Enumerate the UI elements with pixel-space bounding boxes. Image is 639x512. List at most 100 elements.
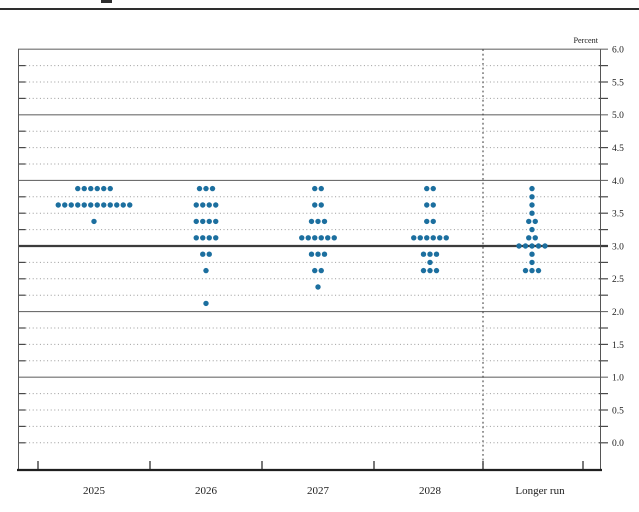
projection-dot: [522, 243, 529, 249]
projection-dot: [325, 235, 331, 241]
y-axis-label: 0.0: [612, 439, 624, 449]
projection-dot: [312, 235, 318, 241]
projection-dot: [318, 235, 324, 241]
projection-dot: [107, 202, 113, 208]
projection-dot: [318, 267, 324, 274]
projection-dot: [315, 284, 321, 290]
projection-dot: [529, 226, 535, 233]
projection-dot: [114, 202, 120, 208]
projection-dot: [213, 218, 219, 225]
projection-dot: [193, 218, 199, 225]
projection-dot: [88, 202, 94, 208]
projection-dot: [312, 202, 318, 208]
projection-dot: [535, 243, 542, 249]
projection-dot: [315, 218, 321, 225]
x-axis-label: 2026: [195, 485, 218, 497]
projection-dot: [443, 235, 449, 241]
projection-dot: [75, 185, 81, 192]
y-axis-label: 4.5: [612, 144, 624, 154]
projection-dot: [200, 235, 206, 241]
projection-dot: [55, 202, 61, 208]
page-top-rule: [0, 8, 639, 10]
projection-dot: [315, 251, 321, 257]
projection-dot: [420, 267, 427, 274]
projection-dot: [88, 185, 94, 192]
x-axis-label: 2028: [419, 485, 442, 497]
projection-dot: [101, 202, 107, 208]
projection-dot: [420, 251, 427, 257]
projection-dot: [424, 218, 430, 225]
projection-dot: [75, 202, 81, 208]
projection-dot: [321, 251, 328, 257]
projection-dot: [433, 251, 440, 257]
projection-dot: [200, 202, 206, 208]
projection-dot: [312, 267, 318, 274]
y-axis-label: 0.5: [612, 406, 624, 416]
projection-dot: [299, 235, 305, 241]
projection-dot: [203, 267, 209, 274]
projection-dot: [305, 235, 311, 241]
projection-dot: [417, 235, 423, 241]
projection-dot: [424, 185, 430, 192]
projection-dot: [213, 235, 219, 241]
projection-dot: [318, 202, 324, 208]
projection-dot: [120, 202, 126, 208]
y-axis-label: 1.0: [612, 374, 624, 384]
projection-dot: [127, 202, 133, 208]
x-axis-label: 2025: [83, 485, 106, 497]
projection-dot: [430, 185, 436, 192]
projection-dot: [529, 185, 535, 192]
projection-dot: [433, 267, 440, 274]
projection-dot: [535, 267, 542, 274]
y-axis-label: 3.5: [612, 210, 624, 220]
projection-dot: [206, 202, 212, 208]
projection-dot: [430, 218, 436, 225]
projection-dot: [542, 243, 548, 249]
projection-dot: [424, 202, 430, 208]
y-axis-label: 4.0: [612, 177, 624, 187]
projection-dot: [94, 202, 100, 208]
projection-dot: [94, 185, 100, 192]
projection-dot: [427, 267, 433, 274]
projection-dot: [308, 251, 315, 257]
projection-dot: [529, 267, 535, 274]
y-axis-label: 2.0: [612, 308, 624, 318]
projection-dot: [81, 202, 87, 208]
projection-dot: [312, 185, 318, 192]
projection-dot: [529, 202, 535, 208]
projection-dot: [526, 235, 532, 241]
y-axis-label: 3.0: [612, 242, 624, 252]
projection-dot: [196, 185, 203, 192]
projection-dot: [427, 251, 433, 257]
projection-dot: [321, 218, 328, 225]
y-axis-label: 5.5: [612, 78, 624, 88]
projection-dot: [529, 259, 535, 266]
projection-dot: [213, 202, 219, 208]
projection-dot: [308, 218, 315, 225]
projection-dot: [206, 251, 212, 257]
projection-dot: [532, 235, 538, 241]
projection-dot: [430, 235, 436, 241]
projection-dot: [206, 218, 212, 225]
projection-dot: [532, 218, 538, 225]
projection-dot: [529, 243, 535, 249]
projection-dot: [203, 185, 209, 192]
projection-dot: [107, 185, 113, 192]
x-axis-label: Longer run: [515, 485, 565, 497]
projection-dot: [193, 202, 199, 208]
projection-dot: [529, 194, 535, 200]
projection-dot: [206, 235, 212, 241]
projection-dot: [62, 202, 68, 208]
projection-dot: [68, 202, 74, 208]
projection-dot: [209, 185, 216, 192]
projection-dot: [430, 202, 436, 208]
projection-dot: [81, 185, 87, 192]
projection-dot: [193, 235, 199, 241]
projection-dot: [427, 259, 433, 266]
y-axis-label: 2.5: [612, 275, 624, 285]
y-axis-unit-label: Percent: [573, 36, 598, 45]
projection-dot: [200, 251, 206, 257]
x-axis-label: 2027: [307, 485, 330, 497]
projection-dot: [529, 251, 535, 257]
